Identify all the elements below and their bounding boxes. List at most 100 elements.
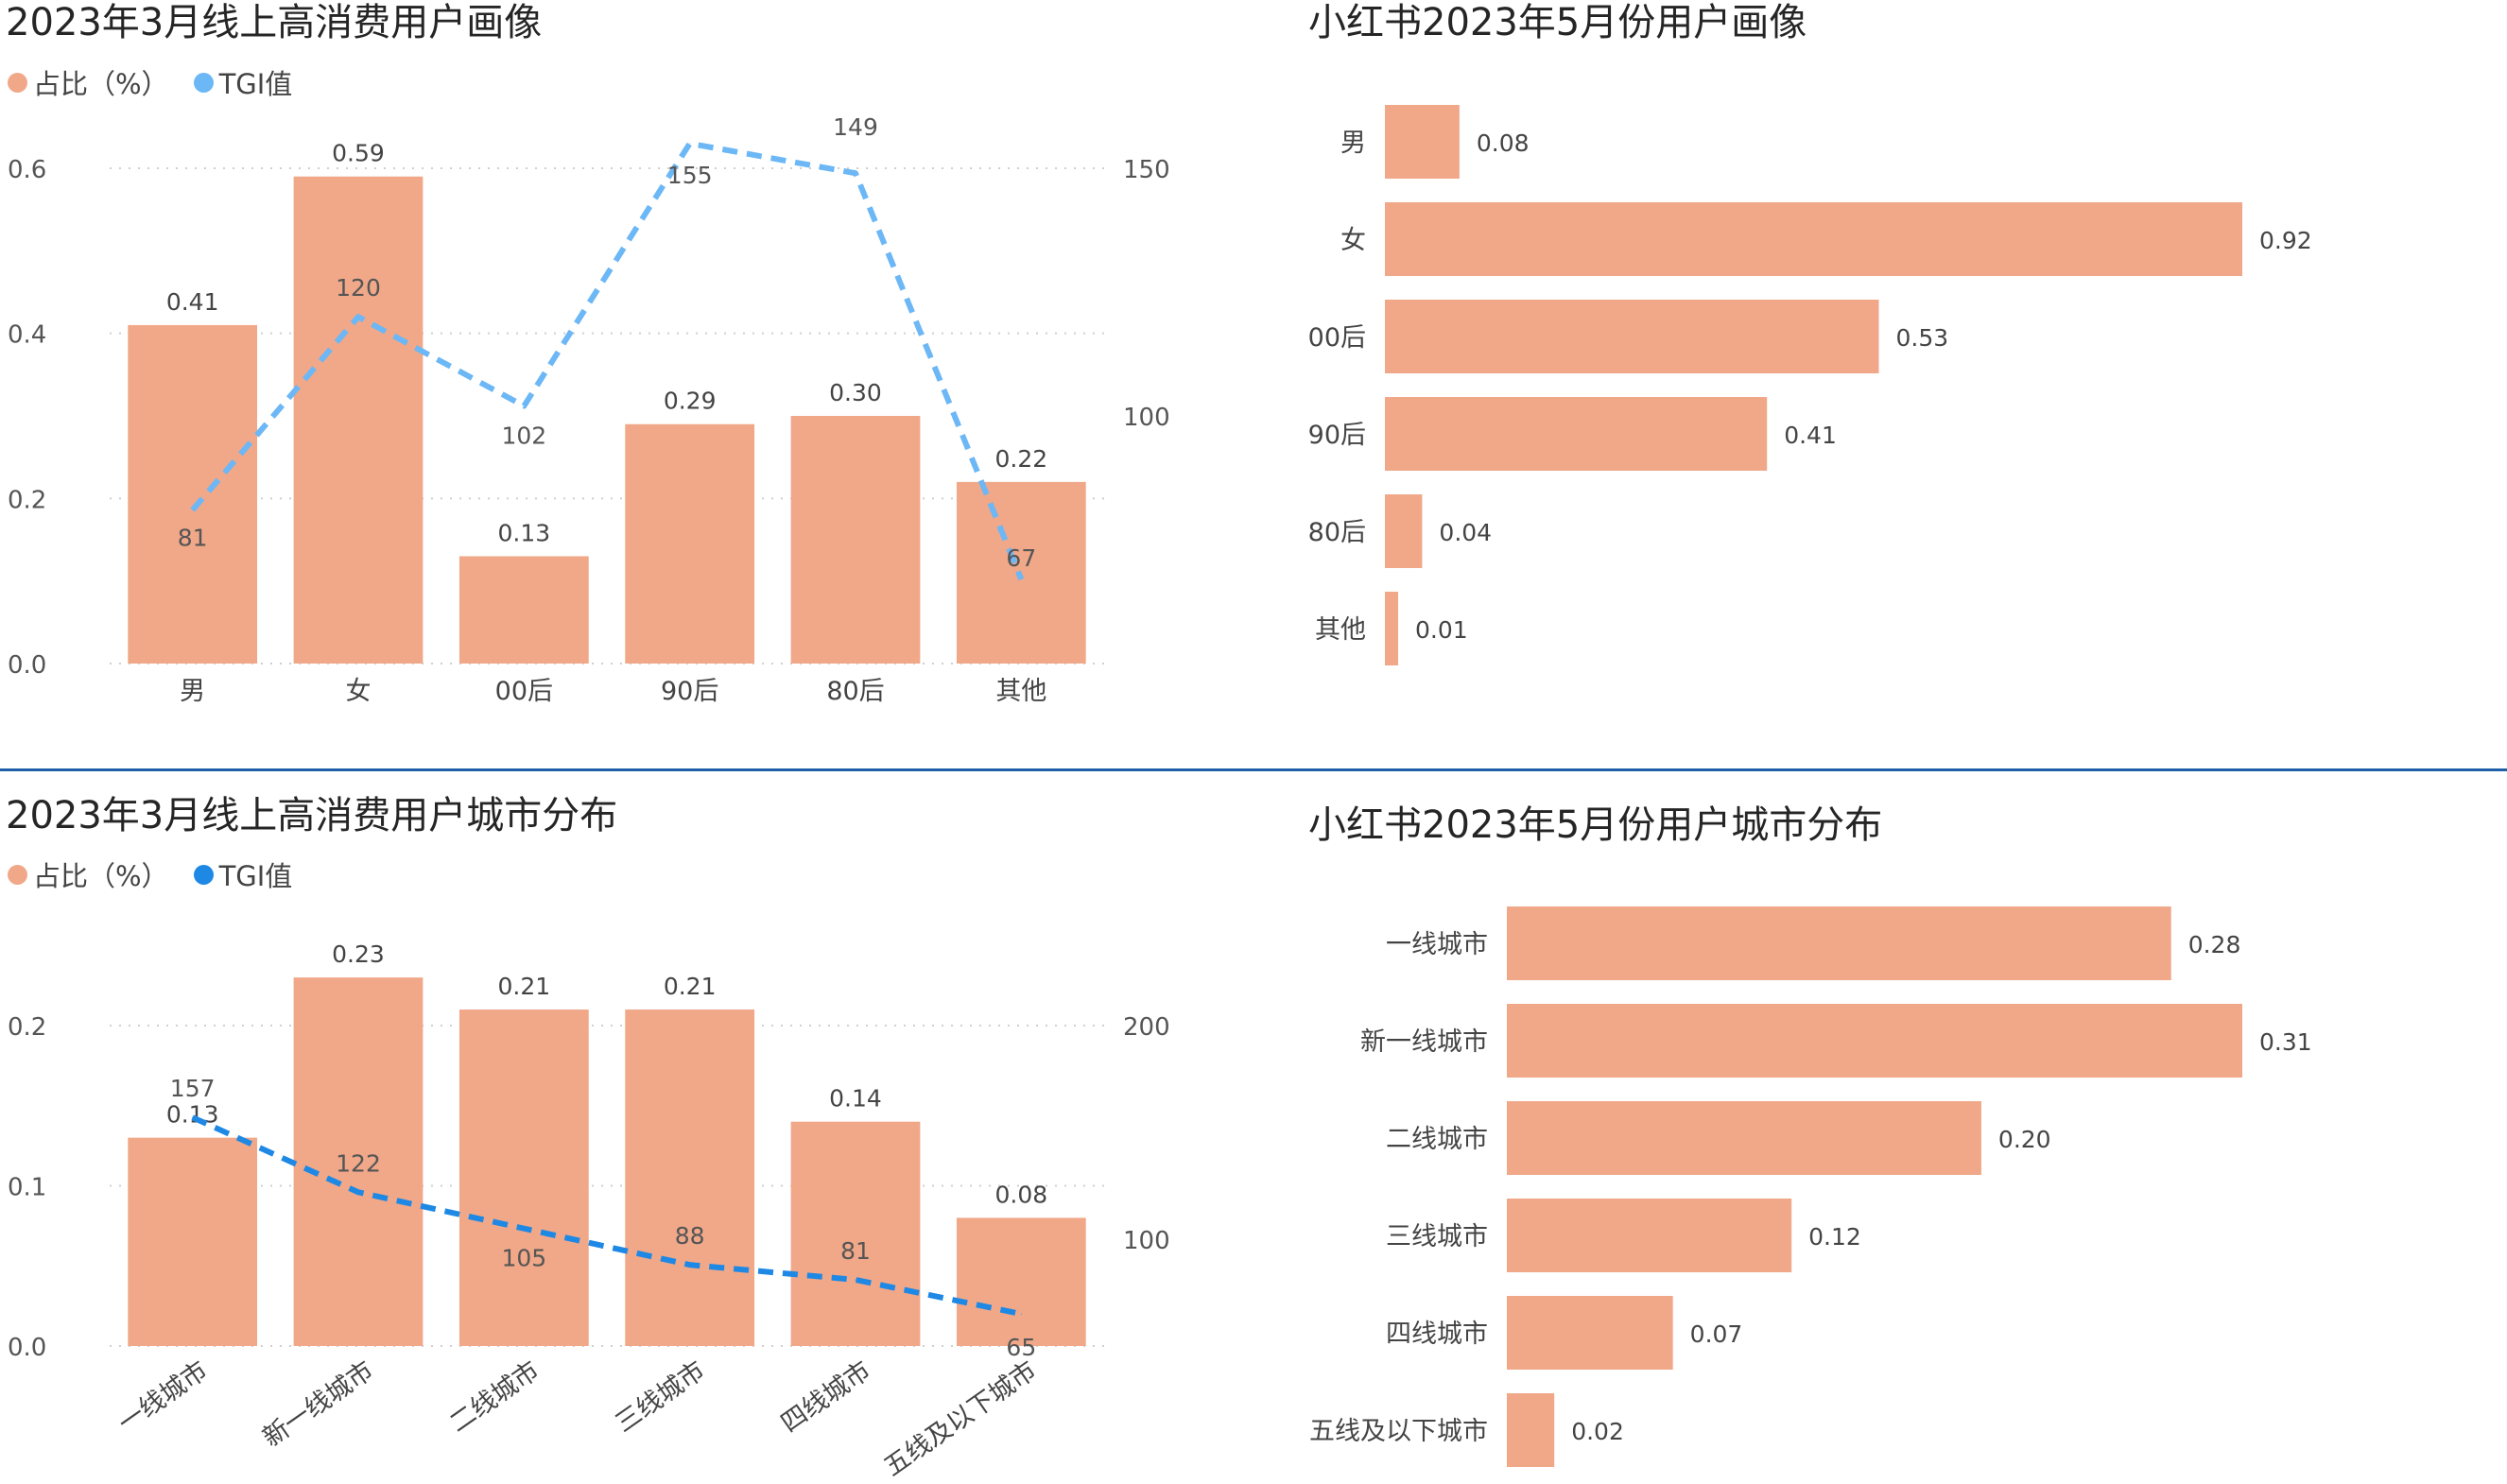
chart-title-bottom-right: 小红书2023年5月份用户城市分布	[1308, 803, 1883, 847]
legend-item-share[interactable]: 占比（%）	[8, 854, 169, 894]
bar-data-label: 0.08	[1477, 129, 1530, 157]
legend-label-share: 占比（%）	[33, 860, 169, 892]
y-axis-tick-label: 00后	[1308, 323, 1366, 353]
x-axis-tick-label: 女	[346, 677, 372, 706]
y-axis-left-tick-label: 0.0	[8, 651, 46, 680]
tgi-point	[357, 1191, 359, 1193]
bar	[128, 324, 258, 664]
chart-title-top-left: 2023年3月线上高消费用户画像	[6, 1, 543, 44]
tgi-data-label: 81	[178, 525, 208, 552]
bar	[790, 416, 921, 664]
bar-data-label: 0.23	[332, 940, 385, 968]
bar	[1507, 1393, 1555, 1467]
tgi-data-label: 67	[1006, 544, 1036, 572]
x-axis-tick-label: 男	[180, 677, 205, 706]
hbar-chart-top-right: 0.08 男 0.92 女 0.53 00后 0.41 90后 0.04 80后 0.01 其他	[1308, 105, 2312, 665]
legend-dot-tgi	[193, 864, 214, 885]
bar-data-label: 0.01	[1415, 616, 1468, 644]
bar-data-label: 0.29	[664, 388, 717, 415]
y-axis-tick-label: 新一线城市	[1360, 1027, 1488, 1057]
tgi-data-label: 155	[667, 162, 713, 189]
bar-data-label: 0.14	[829, 1085, 882, 1113]
y-axis-tick-label: 二线城市	[1386, 1125, 1488, 1154]
bar-data-label: 0.21	[664, 973, 717, 1000]
bar-data-label: 0.13	[166, 1101, 219, 1129]
y-axis-right-tick-label: 150	[1123, 156, 1170, 184]
y-axis-left-tick-label: 0.6	[8, 156, 46, 184]
bar-data-label: 0.20	[1998, 1126, 2051, 1153]
y-axis-tick-label: 男	[1340, 129, 1366, 158]
bar	[1385, 592, 1398, 665]
y-axis-right-tick-label: 200	[1123, 1013, 1170, 1042]
y-axis-right-tick-label: 100	[1123, 1227, 1170, 1255]
bar	[293, 176, 424, 664]
x-axis-tick-label: 80后	[826, 677, 884, 706]
tgi-data-label: 120	[336, 274, 381, 302]
tgi-point	[523, 1228, 525, 1230]
bar	[956, 1217, 1086, 1346]
y-axis-tick-label: 一线城市	[1386, 930, 1488, 959]
tgi-point	[357, 316, 359, 318]
y-axis-tick-label: 其他	[1315, 615, 1366, 645]
y-axis-tick-label: 三线城市	[1386, 1222, 1488, 1251]
bar-data-label: 0.53	[1896, 324, 1949, 352]
bar	[458, 1009, 589, 1346]
bar	[293, 977, 424, 1346]
bar	[1385, 105, 1460, 179]
chart-title-top-right: 小红书2023年5月份用户画像	[1308, 1, 1807, 44]
legend-item-share[interactable]: 占比（%）	[8, 62, 169, 102]
bar	[625, 1009, 755, 1346]
tgi-data-label: 149	[833, 113, 878, 141]
bar-data-label: 0.59	[332, 140, 385, 167]
bar-data-label: 0.13	[497, 519, 550, 546]
tgi-data-label: 102	[501, 423, 546, 450]
bar	[1385, 300, 1879, 373]
tgi-data-label: 122	[336, 1149, 381, 1177]
y-axis-left-tick-label: 0.2	[8, 486, 46, 514]
y-axis-left-tick-label: 0.0	[8, 1334, 46, 1362]
tgi-point	[192, 1116, 194, 1118]
y-axis-tick-label: 五线及以下城市	[1309, 1417, 1488, 1446]
y-axis-left-tick-label: 0.2	[8, 1013, 46, 1042]
legend-top-left: 占比（%） TGI值	[8, 62, 317, 102]
bar	[1507, 1004, 2242, 1078]
bar	[1385, 202, 2242, 276]
bar-data-label: 0.92	[2259, 227, 2312, 254]
bar	[1507, 1101, 1981, 1175]
tgi-line	[191, 1114, 1022, 1318]
legend-label-share: 占比（%）	[33, 68, 169, 100]
bar-data-label: 0.31	[2259, 1028, 2312, 1056]
combo-chart-top-left: 0.0 0.2 0.4 0.6 100 150 0.41 0.59 0.13 0.29 0.30 0.…	[8, 113, 1170, 706]
tgi-point	[689, 1264, 691, 1266]
y-axis-tick-label: 90后	[1308, 421, 1366, 450]
bar-data-label: 0.22	[994, 445, 1047, 473]
tgi-point	[1020, 1313, 1022, 1315]
y-axis-right-tick-label: 100	[1123, 404, 1170, 432]
x-axis-tick-label: 90后	[661, 677, 718, 706]
bar	[1385, 397, 1768, 471]
bar-data-label: 0.08	[994, 1181, 1047, 1208]
bar	[1507, 1296, 1673, 1370]
x-axis-tick-label: 00后	[495, 677, 553, 706]
bar-data-label: 0.04	[1439, 519, 1492, 546]
bar-data-label: 0.12	[1808, 1223, 1861, 1251]
legend-item-tgi[interactable]: TGI值	[193, 62, 293, 102]
tgi-data-label: 81	[840, 1237, 871, 1265]
legend-dot-share	[8, 864, 27, 885]
bar	[128, 1137, 258, 1346]
bar-data-label: 0.28	[2188, 931, 2241, 958]
legend-label-tgi: TGI值	[218, 68, 293, 100]
legend-dot-share	[8, 72, 27, 93]
bar	[625, 423, 755, 664]
legend-item-tgi[interactable]: TGI值	[193, 854, 292, 894]
chart-title-bottom-left: 2023年3月线上高消费用户城市分布	[6, 794, 618, 837]
bar-data-label: 0.21	[497, 973, 550, 1000]
bar-data-label: 0.30	[829, 379, 882, 406]
bar	[1507, 1199, 1792, 1272]
bar-data-label: 0.07	[1690, 1320, 1743, 1348]
tgi-data-label: 105	[501, 1245, 546, 1272]
legend-dot-tgi	[193, 72, 214, 93]
legend-bottom-left: 占比（%） TGI值	[8, 854, 317, 894]
bar	[1385, 494, 1423, 568]
